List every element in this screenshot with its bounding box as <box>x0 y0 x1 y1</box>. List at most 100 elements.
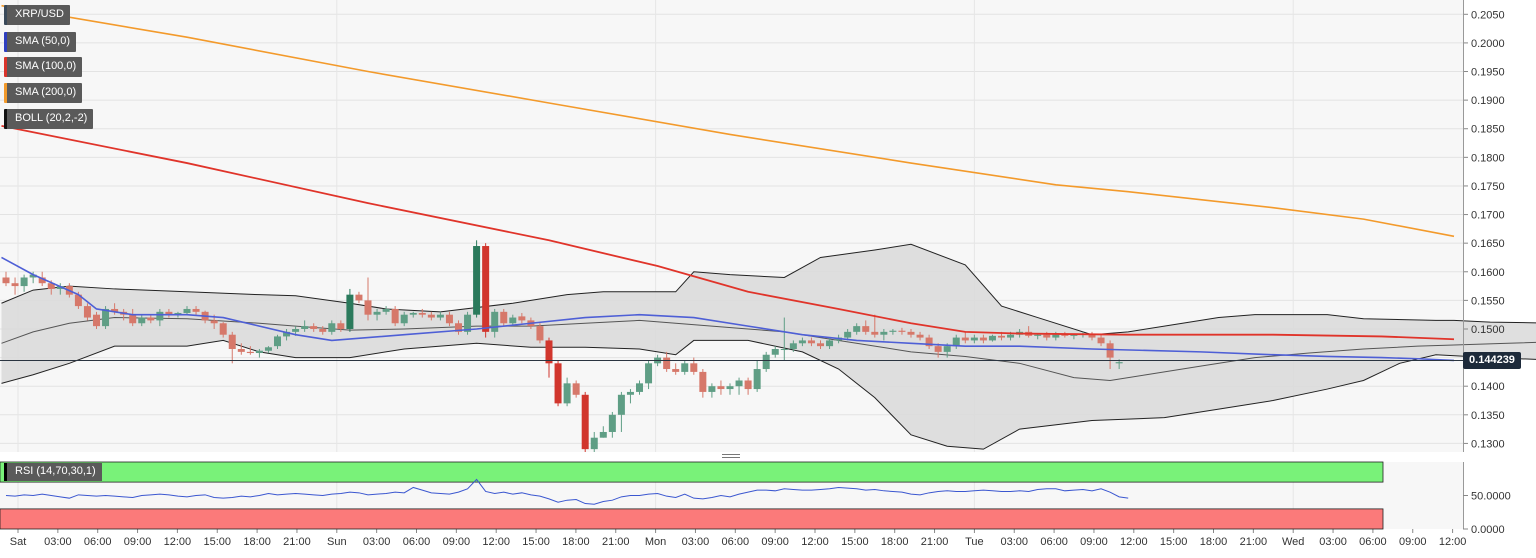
candle <box>970 334 978 344</box>
legend-rsi[interactable]: RSI (14,70,30,1) <box>4 463 102 481</box>
candle <box>400 311 408 327</box>
candle <box>264 346 272 354</box>
candle <box>717 380 725 395</box>
candle <box>156 308 164 327</box>
candle-body <box>862 326 870 332</box>
candle-body <box>1106 343 1114 358</box>
y-tick-label: 0.1750 <box>1471 181 1505 193</box>
candle <box>726 383 734 395</box>
x-tick-label: 18:00 <box>1200 536 1228 548</box>
legend-boll[interactable]: BOLL (20,2,-2) <box>4 109 94 129</box>
candle-body <box>717 386 725 390</box>
candle <box>934 343 942 358</box>
x-tick-label: Sat <box>10 536 27 548</box>
candle <box>11 277 19 295</box>
candle-body <box>844 331 852 338</box>
candle <box>165 308 173 318</box>
rsi-panel: 50.0000 0.0000 <box>0 461 1511 536</box>
candle <box>1106 340 1114 370</box>
candle-body <box>880 331 888 335</box>
legend-sma100[interactable]: SMA (100,0) <box>4 57 83 77</box>
candle-body <box>617 394 625 415</box>
candle <box>147 314 155 324</box>
candle-body <box>1043 334 1051 338</box>
candle <box>672 363 680 375</box>
candle <box>382 306 390 315</box>
y-tick-label: 0.1500 <box>1471 324 1505 336</box>
candle <box>817 340 824 350</box>
candle-body <box>310 326 318 329</box>
candle <box>681 360 689 375</box>
candle-body <box>626 391 634 395</box>
candle-body <box>943 346 951 352</box>
x-tick-label: 18:00 <box>881 536 909 548</box>
legend-sma50[interactable]: SMA (50,0) <box>4 32 77 52</box>
candle-body <box>74 294 82 307</box>
candle-body <box>572 383 580 395</box>
candle <box>708 383 716 398</box>
candle-body <box>165 311 173 315</box>
candle-body <box>645 363 653 384</box>
candle <box>545 337 553 378</box>
candle <box>798 337 806 347</box>
candle-body <box>364 300 372 315</box>
candle-body <box>1097 337 1105 344</box>
candle-body <box>1034 334 1042 336</box>
x-tick-label: 12:00 <box>482 536 510 548</box>
candle <box>1097 334 1105 347</box>
x-tick-label: 12:00 <box>1439 536 1467 548</box>
candle-body <box>608 414 616 432</box>
candle-body <box>907 331 915 335</box>
rsi-y-tick-label: 50.0000 <box>1471 491 1511 503</box>
candle <box>301 320 309 332</box>
candle <box>988 334 996 342</box>
candle <box>880 328 888 341</box>
x-tick-label: 12:00 <box>801 536 829 548</box>
candle-body <box>672 369 680 372</box>
legend-sma200[interactable]: SMA (200,0) <box>4 83 83 103</box>
candle-body <box>898 330 906 332</box>
candle <box>364 277 372 321</box>
candle-body <box>690 363 698 372</box>
current-price-tag: 0.144239 <box>1463 352 1521 369</box>
candle-body <box>500 311 508 324</box>
y-tick-label: 0.1400 <box>1471 381 1505 393</box>
rsi-oversold-zone <box>0 508 1384 530</box>
candle-body <box>301 326 309 329</box>
y-tick-label: 0.1900 <box>1471 95 1505 107</box>
candle <box>274 334 281 350</box>
y-tick-label: 0.1550 <box>1471 295 1505 307</box>
candle-body <box>147 317 155 321</box>
candle <box>219 322 227 338</box>
candle-body <box>599 431 607 438</box>
candle-body <box>1070 334 1078 336</box>
candle-body <box>455 323 462 332</box>
candle-body <box>38 277 46 284</box>
candle <box>581 391 589 452</box>
candle <box>246 346 254 355</box>
y-tick-label: 0.1950 <box>1471 67 1505 79</box>
candle-body <box>726 386 734 390</box>
x-tick-label: 12:00 <box>164 536 192 548</box>
candle-body <box>319 328 327 332</box>
candle <box>482 243 490 338</box>
candle-body <box>210 320 218 324</box>
y-tick-label: 0.1700 <box>1471 210 1505 222</box>
candle-body <box>807 340 815 344</box>
candle-body <box>409 312 417 315</box>
candle <box>500 308 508 327</box>
candle-body <box>554 363 562 404</box>
candle <box>192 306 200 315</box>
candle-body <box>47 283 55 289</box>
candle-body <box>988 335 996 341</box>
candle <box>436 311 444 321</box>
candle-body <box>219 323 227 335</box>
bollinger-upper-line <box>1 243 1536 336</box>
candle-body <box>889 330 897 332</box>
candle-body <box>681 363 689 372</box>
legend-pair[interactable]: XRP/USD <box>4 5 70 25</box>
candle-body <box>952 337 960 347</box>
candle <box>889 328 897 335</box>
panel-resize-handle[interactable] <box>722 454 740 458</box>
